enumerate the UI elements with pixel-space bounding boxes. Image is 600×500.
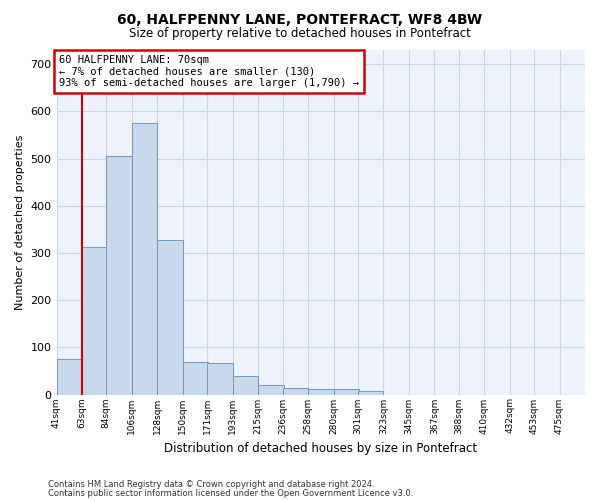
Bar <box>207 363 233 394</box>
Text: 60 HALFPENNY LANE: 70sqm
← 7% of detached houses are smaller (130)
93% of semi-d: 60 HALFPENNY LANE: 70sqm ← 7% of detache… <box>59 54 359 88</box>
Y-axis label: Number of detached properties: Number of detached properties <box>15 134 25 310</box>
Bar <box>82 248 107 394</box>
Bar <box>183 362 208 394</box>
X-axis label: Distribution of detached houses by size in Pontefract: Distribution of detached houses by size … <box>164 442 478 455</box>
Bar <box>233 376 258 394</box>
Text: Contains HM Land Registry data © Crown copyright and database right 2024.: Contains HM Land Registry data © Crown c… <box>48 480 374 489</box>
Text: Contains public sector information licensed under the Open Government Licence v3: Contains public sector information licen… <box>48 488 413 498</box>
Bar <box>334 390 359 394</box>
Bar <box>358 390 383 394</box>
Bar <box>283 388 308 394</box>
Bar <box>56 359 82 394</box>
Bar <box>157 240 183 394</box>
Bar <box>132 123 157 394</box>
Bar <box>258 385 284 394</box>
Bar <box>106 156 132 394</box>
Bar <box>308 390 334 394</box>
Text: 60, HALFPENNY LANE, PONTEFRACT, WF8 4BW: 60, HALFPENNY LANE, PONTEFRACT, WF8 4BW <box>118 12 482 26</box>
Text: Size of property relative to detached houses in Pontefract: Size of property relative to detached ho… <box>129 28 471 40</box>
